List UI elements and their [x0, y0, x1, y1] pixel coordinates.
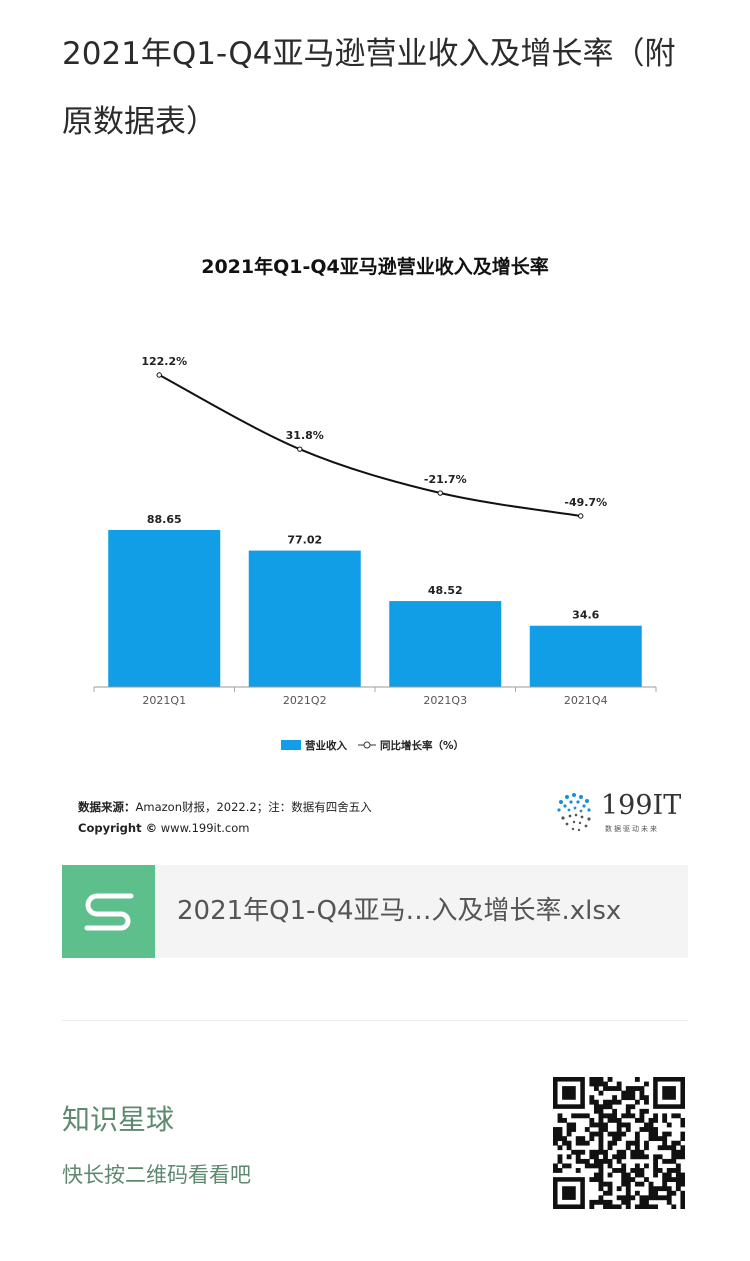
bar-value-label: 48.52: [428, 584, 463, 597]
growth-rate-label: 31.8%: [286, 429, 324, 442]
legend-line-label: 同比增长率（%）: [380, 739, 464, 752]
legend-bar-label: 营业收入: [305, 739, 347, 752]
bar-2021Q2: [248, 550, 361, 687]
legend-line-marker: [363, 741, 371, 749]
bar-value-label: 88.65: [147, 513, 182, 526]
chart-legend: 营业收入 同比增长率（%）: [281, 739, 464, 752]
source-text: Amazon财报，2022.2；注：数据有四舍五入: [135, 800, 372, 814]
qr-code-image[interactable]: [553, 1077, 685, 1209]
x-tick-label: 2021Q3: [423, 694, 467, 707]
page-title: 2021年Q1-Q4亚马逊营业收入及增长率（附原数据表）: [62, 36, 676, 140]
growth-rate-point: [156, 372, 162, 378]
copyright-text: www.199it.com: [160, 821, 250, 835]
chart-title: 2021年Q1-Q4亚马逊营业收入及增长率: [201, 255, 549, 278]
spreadsheet-s-icon: [62, 865, 155, 958]
legend-bar-swatch: [281, 740, 301, 750]
planet-subtitle: 快长按二维码看看吧: [62, 1163, 251, 1187]
growth-rate-point: [297, 446, 303, 452]
growth-rate-label: -21.7%: [424, 473, 467, 486]
growth-rate-point: [437, 490, 443, 496]
199it-logo: 199IT 数据驱动未来: [553, 790, 683, 840]
bar-value-label: 77.02: [287, 534, 322, 547]
dots-logo-icon: [557, 793, 591, 832]
bar-2021Q3: [389, 601, 502, 687]
chart-svg: 2021年Q1-Q4亚马逊营业收入及增长率 88.65 77.02 48.52 34.…: [93, 255, 657, 752]
growth-rate-line: [158, 374, 581, 517]
chart-image: 2021年Q1-Q4亚马逊营业收入及增长率 88.65 77.02 48.52 34.…: [62, 230, 688, 840]
copyright-label: Copyright ©: [78, 821, 158, 835]
planet-title: 知识星球: [62, 1103, 175, 1136]
x-tick-label: 2021Q4: [564, 694, 608, 707]
bar-2021Q4: [529, 625, 642, 687]
file-attachment-card[interactable]: 2021年Q1-Q4亚马…入及增长率.xlsx: [62, 865, 688, 958]
growth-rate-label: -49.7%: [564, 496, 607, 509]
x-tick-label: 2021Q2: [283, 694, 327, 707]
source-label: 数据来源：: [78, 800, 136, 814]
divider: [62, 1020, 688, 1021]
bar-2021Q1: [108, 530, 221, 687]
logo-subtitle: 数据驱动未来: [605, 825, 659, 833]
growth-rate-point: [578, 513, 584, 519]
source-note: 数据来源：Amazon财报，2022.2；注：数据有四舍五入 Copyright…: [78, 797, 372, 839]
logo-text: 199IT: [601, 790, 682, 821]
growth-rate-label: 122.2%: [141, 355, 187, 368]
file-name[interactable]: 2021年Q1-Q4亚马…入及增长率.xlsx: [177, 896, 622, 926]
x-tick-label: 2021Q1: [142, 694, 186, 707]
bar-value-label: 34.6: [572, 609, 599, 622]
